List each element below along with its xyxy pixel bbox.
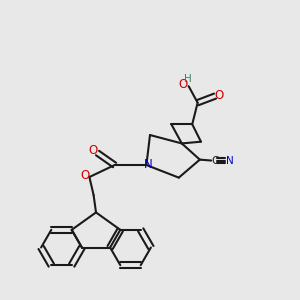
Text: O: O [214, 89, 224, 102]
Text: N: N [226, 155, 234, 166]
Text: O: O [88, 143, 98, 157]
Text: O: O [80, 169, 89, 182]
Text: H: H [184, 74, 192, 84]
Text: O: O [178, 78, 187, 91]
Text: C: C [212, 155, 219, 166]
Text: N: N [143, 158, 152, 171]
